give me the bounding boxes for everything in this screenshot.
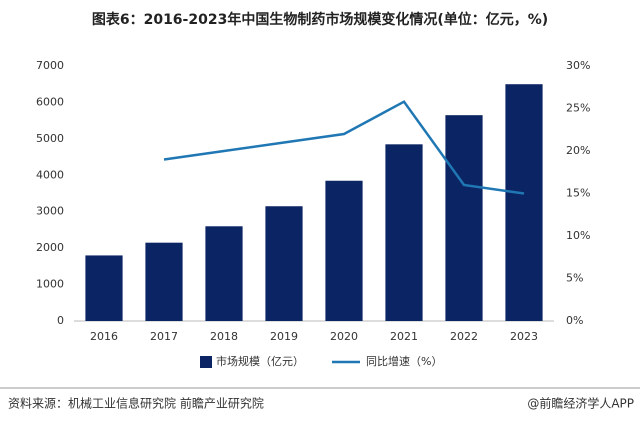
- y2-tick-label: 30%: [566, 59, 590, 72]
- x-tick-label: 2021: [390, 330, 418, 343]
- chart-title: 图表6：2016-2023年中国生物制药市场规模变化情况(单位：亿元，%): [92, 11, 548, 28]
- x-tick-label: 2023: [510, 330, 538, 343]
- bar: [145, 242, 183, 321]
- y2-tick-label: 10%: [566, 229, 590, 242]
- legend-label: 同比增速（%）: [366, 354, 442, 368]
- x-tick-label: 2017: [150, 330, 178, 343]
- x-tick-label: 2019: [270, 330, 298, 343]
- y-tick-label: 5000: [36, 132, 64, 145]
- x-tick-label: 2016: [90, 330, 118, 343]
- y-tick-label: 4000: [36, 168, 64, 181]
- y2-tick-label: 15%: [566, 187, 590, 200]
- bar: [445, 115, 483, 321]
- bar: [505, 84, 543, 321]
- line: [163, 100, 525, 195]
- bar: [265, 206, 303, 321]
- x-tick-label: 2022: [450, 330, 478, 343]
- legend-label: 市场规模（亿元）: [216, 354, 304, 368]
- bar: [85, 255, 123, 321]
- x-tick-label: 2018: [210, 330, 238, 343]
- bar: [205, 226, 243, 321]
- y-tick-label: 6000: [36, 95, 64, 108]
- y-tick-label: 0: [57, 314, 64, 327]
- x-tick-label: 2020: [330, 330, 358, 343]
- y-tick-label: 3000: [36, 205, 64, 218]
- y-tick-label: 2000: [36, 241, 64, 254]
- y-tick-label: 1000: [36, 278, 64, 291]
- y-tick-label: 7000: [36, 59, 64, 72]
- y2-tick-label: 5%: [566, 272, 583, 285]
- y2-tick-label: 0%: [566, 314, 583, 327]
- bar: [385, 144, 423, 321]
- credit: @前瞻经济学人APP: [527, 396, 634, 411]
- source: 资料来源：机械工业信息研究院 前瞻产业研究院: [8, 396, 264, 411]
- legend-swatch: [200, 356, 212, 368]
- y2-tick-label: 25%: [566, 102, 590, 115]
- y2-tick-label: 20%: [566, 144, 590, 157]
- bar: [325, 180, 363, 321]
